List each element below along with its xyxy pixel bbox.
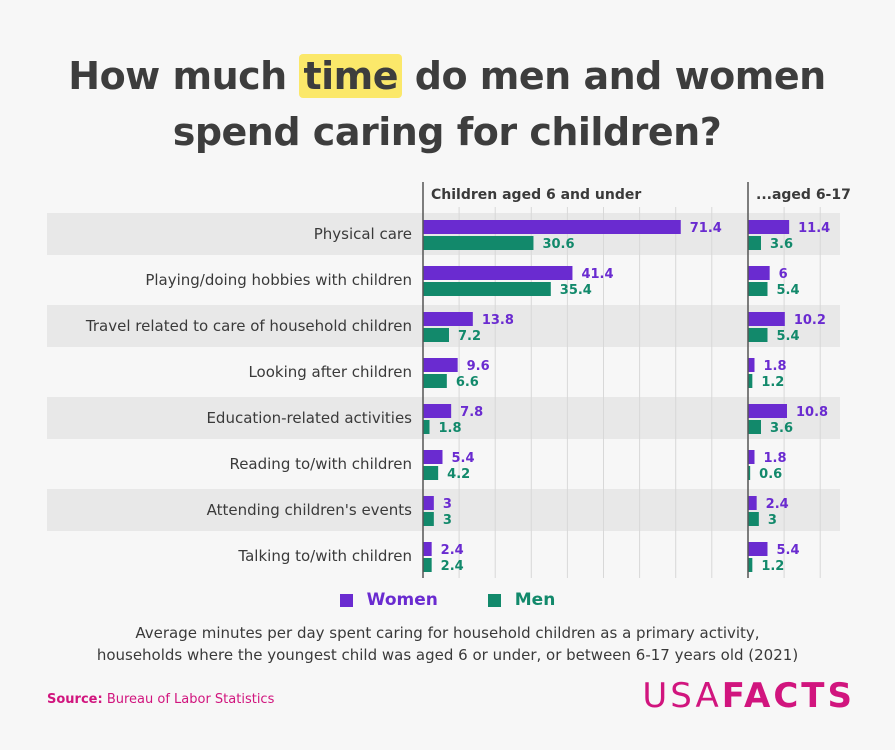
men-value-label: 3.6: [770, 421, 793, 436]
women-value-label: 13.8: [482, 313, 514, 328]
panel-title: Children aged 6 and under: [431, 187, 641, 203]
women-bar: [423, 312, 473, 326]
women-bar: [423, 404, 452, 418]
women-bar: [423, 542, 432, 556]
chart-title: How much time do men and women spend car…: [37, 48, 857, 160]
women-value-label: 9.6: [467, 359, 490, 374]
source: Source: Bureau of Labor Statistics: [47, 692, 274, 707]
women-bar: [748, 496, 757, 510]
men-value-label: 1.8: [438, 421, 461, 436]
category-label: Physical care: [314, 225, 412, 243]
men-value-label: 3: [768, 513, 777, 528]
title-text: How much: [68, 54, 300, 98]
women-bar: [748, 358, 755, 372]
men-value-label: 4.2: [447, 467, 470, 482]
men-value-label: 0.6: [759, 467, 782, 482]
title-highlight: time: [299, 54, 403, 98]
men-bar: [748, 420, 761, 434]
women-value-label: 6: [779, 267, 788, 282]
title-text-rest: do men and women spend caring for childr…: [172, 54, 827, 154]
women-value-label: 1.8: [763, 359, 786, 374]
women-bar: [423, 266, 573, 280]
women-value-label: 7.8: [460, 405, 483, 420]
men-bar: [748, 374, 753, 388]
women-bar: [423, 496, 434, 510]
women-value-label: 2.4: [441, 543, 464, 558]
men-bar: [423, 328, 449, 342]
legend: Women Men: [0, 590, 895, 610]
women-bar: [748, 266, 770, 280]
men-bar: [423, 236, 534, 250]
men-bar: [748, 558, 753, 572]
source-label: Source:: [47, 692, 103, 707]
men-bar: [748, 236, 761, 250]
women-value-label: 2.4: [766, 497, 789, 512]
women-bar: [748, 312, 785, 326]
category-label: Education-related activities: [206, 409, 412, 427]
legend-label-men: Men: [514, 590, 556, 610]
chart-caption: Average minutes per day spent caring for…: [0, 622, 895, 666]
category-label: Travel related to care of household chil…: [85, 317, 412, 335]
legend-label-women: Women: [366, 590, 438, 610]
men-bar: [748, 466, 751, 480]
men-value-label: 1.2: [761, 559, 784, 574]
men-bar: [423, 512, 434, 526]
women-value-label: 11.4: [798, 221, 830, 236]
women-value-label: 5.4: [776, 543, 799, 558]
men-value-label: 2.4: [441, 559, 464, 574]
logo-part-2: FACTS: [721, 676, 855, 716]
men-value-label: 6.6: [456, 375, 479, 390]
women-bar: [748, 404, 787, 418]
men-bar: [423, 466, 439, 480]
category-label: Talking to/with children: [237, 547, 412, 565]
women-value-label: 10.8: [796, 405, 828, 420]
women-value-label: 3: [443, 497, 452, 512]
women-value-label: 10.2: [794, 313, 826, 328]
men-value-label: 5.4: [776, 283, 799, 298]
men-bar: [748, 512, 759, 526]
category-label: Looking after children: [248, 363, 412, 381]
women-value-label: 41.4: [581, 267, 613, 282]
men-value-label: 1.2: [761, 375, 784, 390]
women-bar: [748, 450, 755, 464]
category-label: Playing/doing hobbies with children: [145, 271, 412, 289]
women-bar: [423, 358, 458, 372]
women-value-label: 1.8: [763, 451, 786, 466]
women-bar: [423, 220, 681, 234]
usafacts-logo: USAFACTS: [642, 676, 855, 716]
legend-swatch-men: [487, 593, 501, 607]
women-bar: [423, 450, 443, 464]
men-bar: [423, 420, 430, 434]
caption-line-2: households where the youngest child was …: [96, 646, 799, 664]
women-bar: [748, 542, 768, 556]
women-value-label: 5.4: [451, 451, 474, 466]
logo-part-1: USA: [642, 676, 722, 716]
men-bar: [748, 282, 768, 296]
men-value-label: 3: [443, 513, 452, 528]
men-bar: [423, 558, 432, 572]
men-bar: [748, 328, 768, 342]
men-value-label: 30.6: [542, 237, 574, 252]
men-value-label: 5.4: [776, 329, 799, 344]
row-band: [47, 489, 840, 531]
men-bar: [423, 282, 551, 296]
men-bar: [423, 374, 447, 388]
caption-line-1: Average minutes per day spent caring for…: [135, 624, 760, 642]
bar-chart: Physical care Playing/doing hobbies with …: [47, 182, 851, 578]
category-label: Reading to/with children: [229, 455, 412, 473]
men-value-label: 7.2: [458, 329, 481, 344]
men-value-label: 35.4: [560, 283, 592, 298]
women-bar: [748, 220, 790, 234]
panel-title: ...aged 6-17: [756, 187, 851, 203]
legend-swatch-women: [339, 593, 353, 607]
men-value-label: 3.6: [770, 237, 793, 252]
category-label: Attending children's events: [207, 501, 413, 519]
source-text: Bureau of Labor Statistics: [102, 692, 275, 707]
women-value-label: 71.4: [690, 221, 722, 236]
